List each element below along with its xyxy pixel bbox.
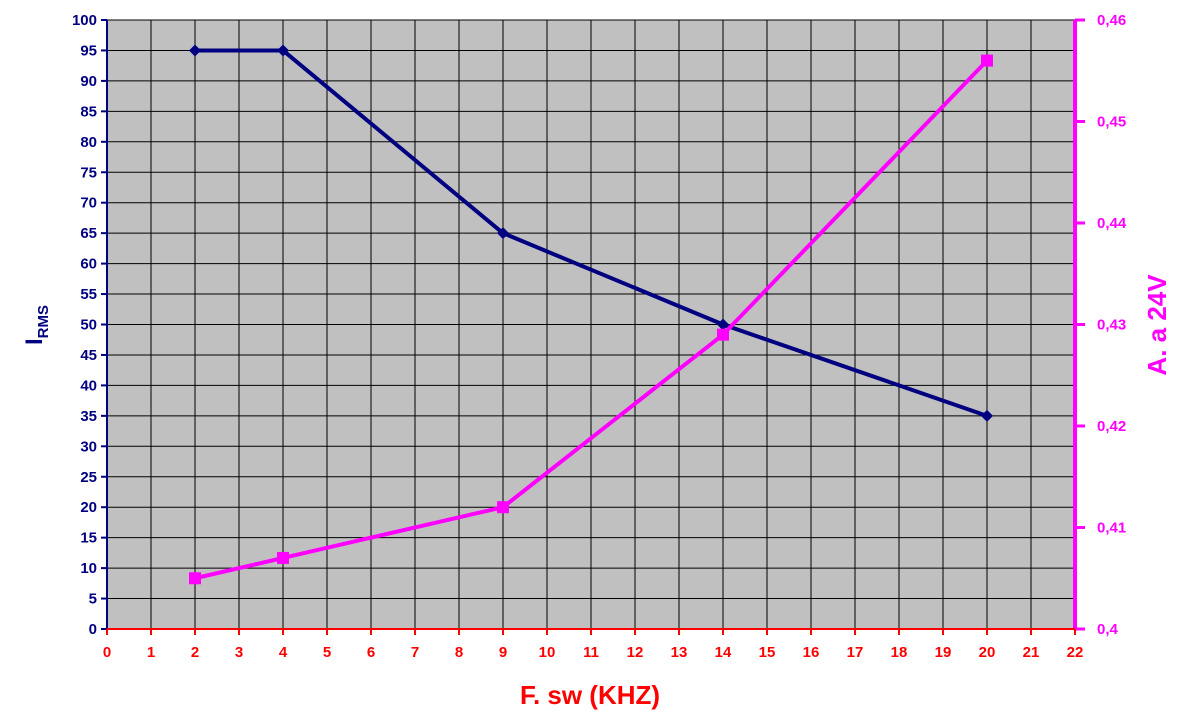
series-2-point bbox=[277, 551, 289, 564]
series-lines bbox=[189, 44, 993, 585]
left-axis-tick-label: 50 bbox=[80, 317, 97, 334]
left-axis-tick-label: 40 bbox=[80, 377, 97, 394]
series-2-point bbox=[189, 572, 201, 585]
left-axis-tick-label: 45 bbox=[80, 347, 97, 364]
x-axis-tick-label: 13 bbox=[671, 644, 688, 661]
left-axis-tick-label: 90 bbox=[80, 73, 97, 90]
series-1-point bbox=[497, 227, 509, 240]
x-axis-tick-label: 15 bbox=[759, 644, 776, 661]
left-axis-tick-label: 95 bbox=[80, 42, 97, 59]
x-axis-tick-label: 17 bbox=[847, 644, 864, 661]
series-1-point bbox=[981, 409, 993, 422]
grid-lines bbox=[106, 19, 1076, 630]
x-axis-tick-label: 1 bbox=[147, 644, 155, 661]
left-axis-tick-label: 100 bbox=[72, 12, 97, 29]
x-axis-tick-label: 21 bbox=[1023, 644, 1040, 661]
left-axis-tick-label: 85 bbox=[80, 103, 97, 120]
x-axis-label: F. sw (KHZ) bbox=[520, 680, 660, 710]
right-axis-tick-label: 0,44 bbox=[1097, 215, 1127, 232]
x-axis: 0 1 2 3 4 5 6 7 8 9 10 11 12 13 14 15 16 17 18 19 20 21 22 bbox=[103, 628, 1084, 661]
left-axis-tick-label: 10 bbox=[80, 560, 97, 577]
x-axis-tick-label: 14 bbox=[715, 644, 732, 661]
left-axis-tick-label: 35 bbox=[80, 408, 97, 425]
series-1-point bbox=[189, 44, 201, 57]
right-axis-tick-label: 0,41 bbox=[1097, 520, 1126, 537]
right-axis: 0,4 0,41 0,42 0,43 0,44 0,45 0,46 bbox=[1073, 12, 1127, 638]
right-axis-tick-label: 0,46 bbox=[1097, 12, 1126, 29]
left-axis-tick-label: 75 bbox=[80, 164, 97, 181]
series-1-point bbox=[277, 44, 289, 57]
x-axis-tick-label: 19 bbox=[935, 644, 952, 661]
left-axis: 0 5 10 15 20 25 30 35 40 45 50 55 60 65 70 75 80 85 90 95 10… bbox=[72, 12, 108, 638]
x-axis-tick-label: 11 bbox=[583, 644, 599, 661]
series-1-point bbox=[717, 318, 729, 331]
x-axis-tick-label: 18 bbox=[891, 644, 908, 661]
left-axis-tick-label: 20 bbox=[80, 499, 97, 516]
left-axis-tick-label: 15 bbox=[80, 530, 97, 547]
left-axis-tick-label: 25 bbox=[80, 469, 97, 486]
x-axis-tick-label: 8 bbox=[455, 644, 463, 661]
right-axis-tick-label: 0,4 bbox=[1097, 621, 1119, 638]
series-2-point bbox=[717, 328, 729, 341]
right-axis-tick-label: 0,43 bbox=[1097, 317, 1126, 334]
x-axis-tick-label: 16 bbox=[803, 644, 820, 661]
x-axis-tick-label: 9 bbox=[499, 644, 507, 661]
left-axis-tick-label: 55 bbox=[80, 286, 97, 303]
right-axis-tick-label: 0,42 bbox=[1097, 418, 1126, 435]
left-axis-tick-label: 65 bbox=[80, 225, 97, 242]
series-2-point bbox=[981, 54, 993, 67]
series-2-point bbox=[497, 501, 509, 514]
y-axis-label-right: A. a 24V bbox=[1142, 274, 1172, 376]
x-axis-tick-label: 6 bbox=[367, 644, 375, 661]
y-axis-label-left-sub: RMS bbox=[35, 305, 52, 338]
x-axis-tick-label: 0 bbox=[103, 644, 111, 661]
x-axis-tick-label: 3 bbox=[235, 644, 243, 661]
left-axis-tick-label: 70 bbox=[80, 195, 97, 212]
left-axis-tick-label: 0 bbox=[89, 621, 97, 638]
y-axis-label-left: IRMS bbox=[21, 305, 52, 345]
x-axis-tick-label: 5 bbox=[323, 644, 331, 661]
x-axis-tick-label: 10 bbox=[539, 644, 556, 661]
x-axis-tick-label: 7 bbox=[411, 644, 419, 661]
x-axis-tick-label: 20 bbox=[979, 644, 996, 661]
left-axis-tick-label: 80 bbox=[80, 134, 97, 151]
x-axis-tick-label: 12 bbox=[627, 644, 644, 661]
x-axis-tick-label: 22 bbox=[1067, 644, 1084, 661]
left-axis-tick-label: 30 bbox=[80, 438, 97, 455]
y-axis-label-left-main: I bbox=[21, 338, 48, 345]
left-axis-tick-label: 5 bbox=[89, 591, 97, 608]
right-axis-tick-label: 0,45 bbox=[1097, 114, 1126, 131]
x-axis-tick-label: 4 bbox=[279, 644, 288, 661]
x-axis-tick-label: 2 bbox=[191, 644, 199, 661]
left-axis-tick-label: 60 bbox=[80, 256, 97, 273]
